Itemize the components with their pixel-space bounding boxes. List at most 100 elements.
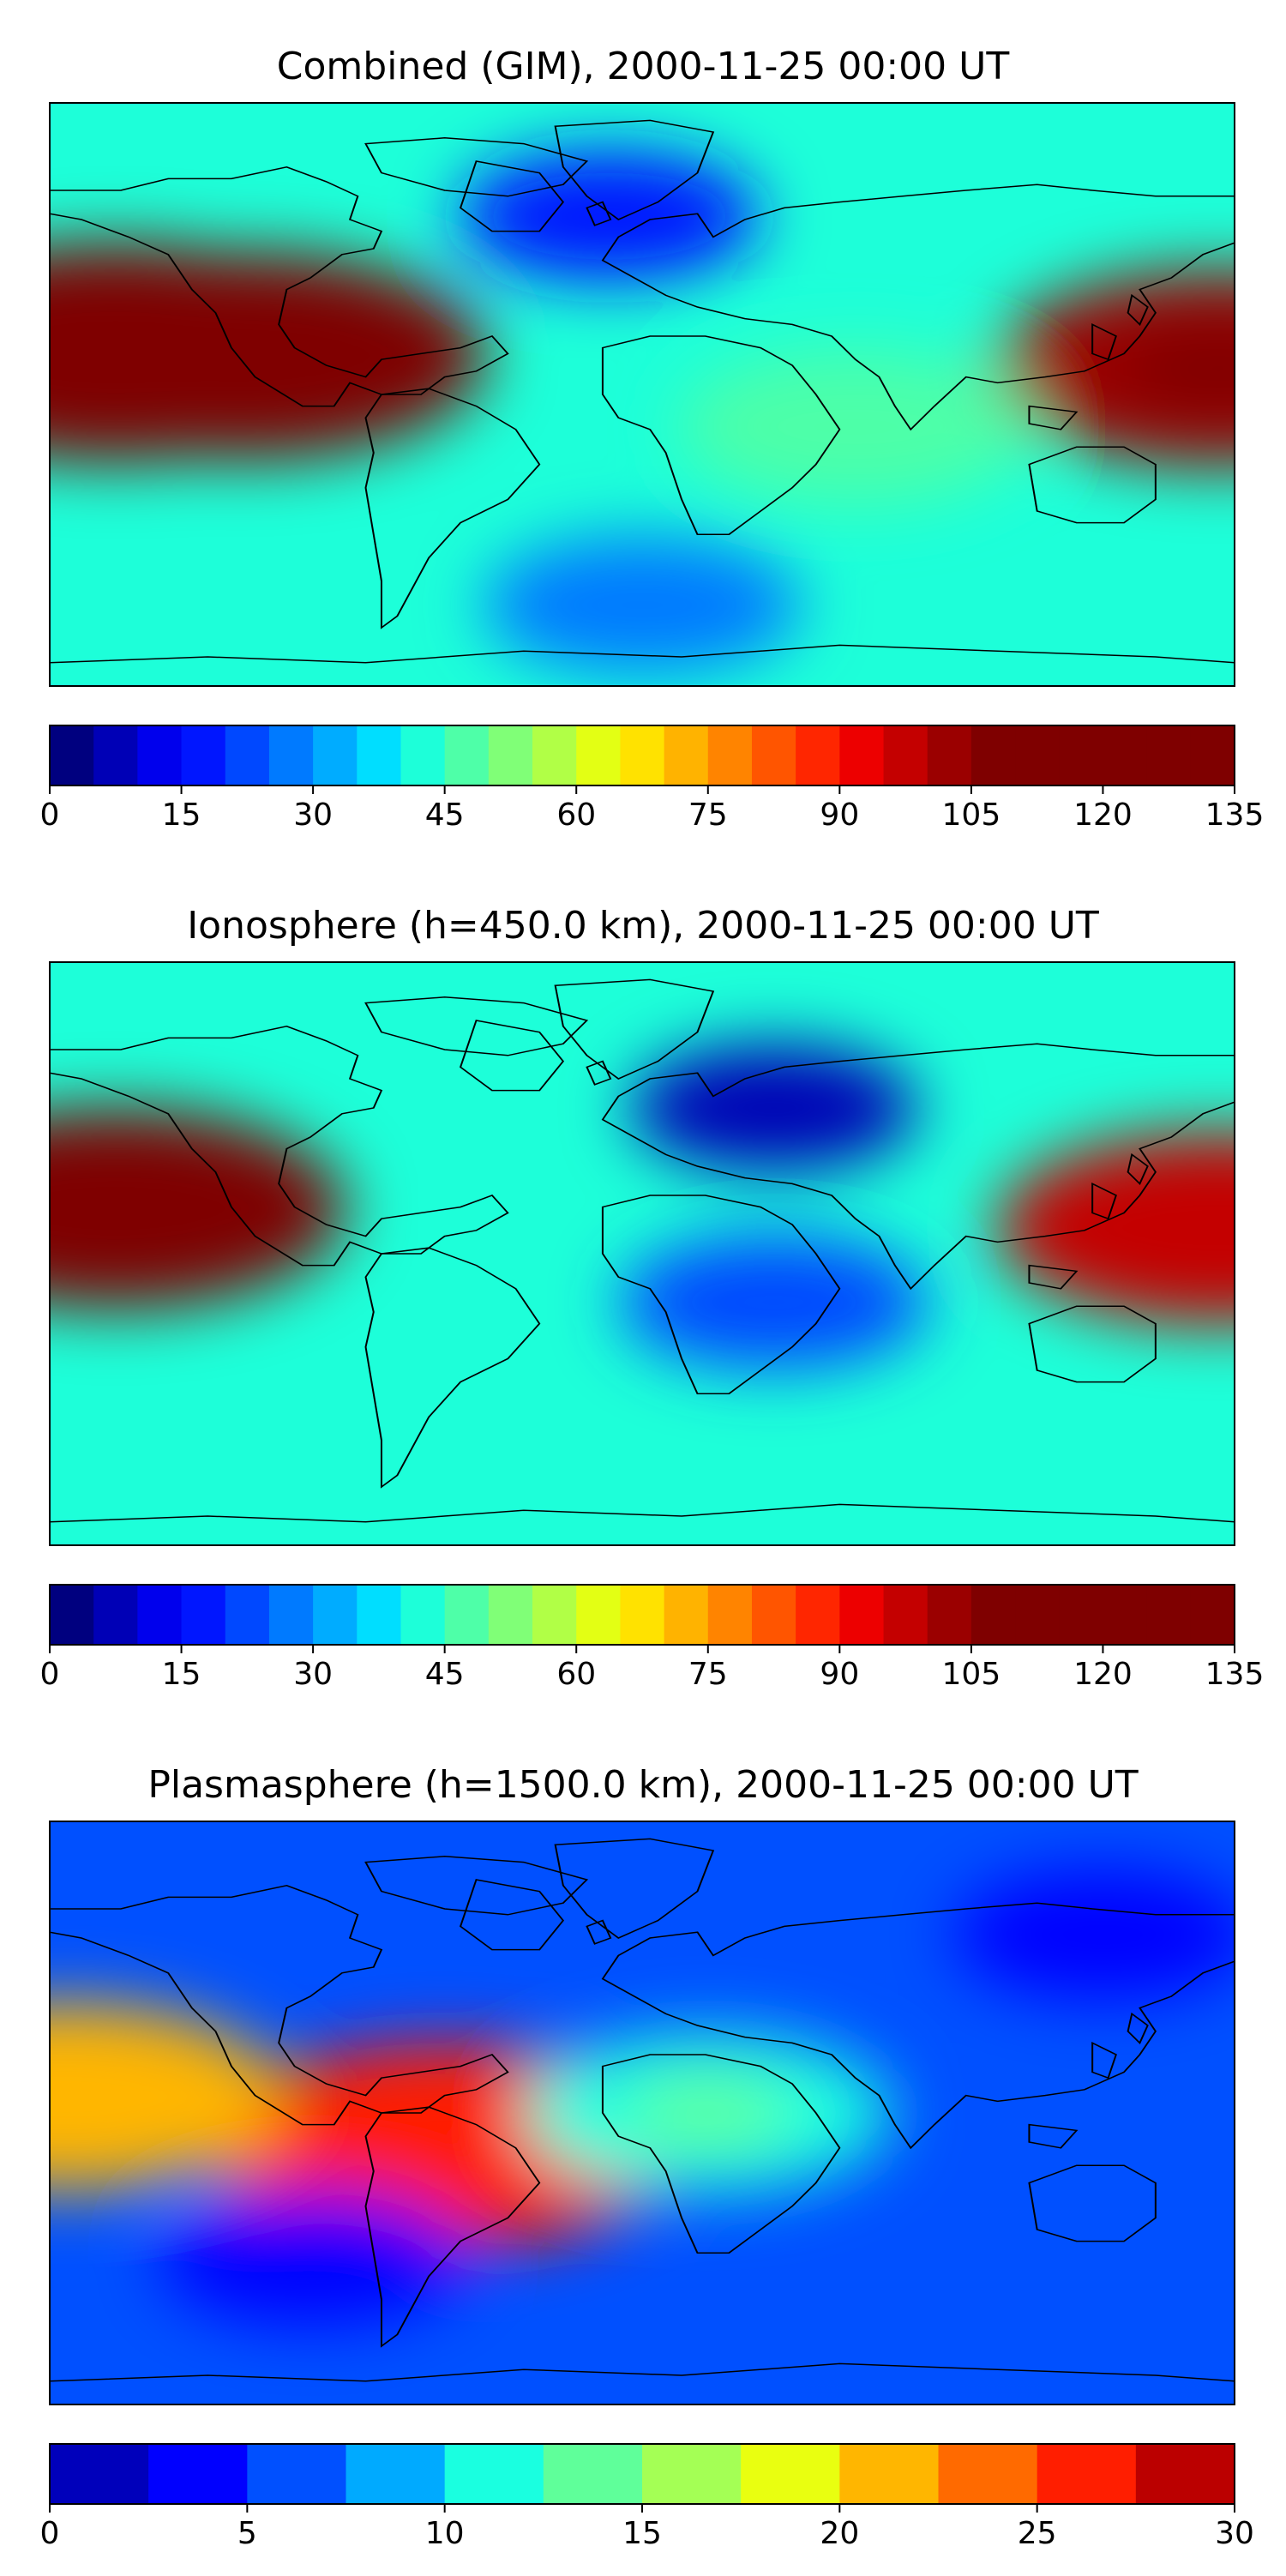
colorbar-tick-label: 135: [1205, 1657, 1265, 1692]
colorbar-segment: [1059, 725, 1104, 785]
colorbar-segment: [1146, 725, 1192, 785]
value-core-4: [776, 392, 936, 462]
colorbar-segment: [642, 2444, 742, 2504]
colorbar-segment: [225, 725, 270, 785]
value-core-2: [1118, 1184, 1235, 1272]
colorbar-segment: [839, 2444, 940, 2504]
colorbar: 0 15 30 45 60 75 90 105 120 135: [40, 725, 1265, 833]
colorbar-segment: [741, 2444, 840, 2504]
colorbar-segment: [620, 725, 665, 785]
colorbar-segment: [93, 725, 138, 785]
colorbar-tick-label: 30: [293, 1657, 333, 1692]
chart-title: Plasmasphere (h=1500.0 km), 2000-11-25 0…: [147, 1763, 1138, 1807]
colorbar-tick-label: 0: [40, 1657, 60, 1692]
chart-title: Ionosphere (h=450.0 km), 2000-11-25 00:0…: [187, 904, 1099, 948]
colorbar-segment: [883, 1585, 928, 1645]
colorbar-segment: [839, 1585, 885, 1645]
value-core-3: [708, 1079, 839, 1137]
colorbar-segment: [1015, 725, 1060, 785]
value-core-4: [704, 1272, 844, 1333]
colorbar-tick-label: 15: [162, 1657, 201, 1692]
colorbar-segment: [444, 2444, 544, 2504]
colorbar-tick-label: 75: [688, 797, 728, 833]
colorbar: 0 5 10 15 20 25 30: [40, 2443, 1254, 2551]
colorbar-segment: [971, 725, 1016, 785]
colorbar-tick-label: 60: [556, 797, 596, 833]
colorbar-segment: [751, 1585, 796, 1645]
colorbar-segment: [488, 1585, 533, 1645]
value-core-2: [139, 309, 355, 403]
colorbar-segment: [796, 725, 840, 785]
value-core-1: [50, 1163, 219, 1254]
colorbar-segment: [883, 725, 928, 785]
map-frame: [49, 1821, 1235, 2405]
colorbar-segment: [707, 1585, 753, 1645]
colorbar-tick-label: 5: [237, 2516, 257, 2551]
colorbar-segment: [971, 1585, 1016, 1645]
colorbar-tick-label: 120: [1073, 797, 1133, 833]
map-frame: [49, 102, 1235, 687]
colorbar-segment: [181, 725, 226, 785]
colorbar-tick-label: 0: [40, 797, 60, 833]
colorbar-segment: [1037, 2444, 1137, 2504]
colorbar-segment: [1190, 1585, 1235, 1645]
value-core-6: [570, 574, 714, 637]
colorbar-tick-label: 10: [425, 2516, 465, 2551]
colorbar-segment: [707, 725, 753, 785]
chart-panel-1: Combined (GIM), 2000-11-25 00:00 UT 0 15 30…: [40, 45, 1265, 833]
value-blob-2: [996, 1131, 1235, 1324]
colorbar-segment: [938, 2444, 1038, 2504]
colorbar-tick-label: 75: [688, 1657, 728, 1692]
colorbar-segment: [927, 725, 972, 785]
colorbar-tick-label: 120: [1073, 1657, 1133, 1692]
chart-panel-2: Ionosphere (h=450.0 km), 2000-11-25 00:0…: [40, 904, 1265, 1692]
chart-title: Combined (GIM), 2000-11-25 00:00 UT: [277, 45, 1010, 88]
colorbar-segment: [1190, 725, 1235, 785]
colorbar-segment: [400, 1585, 446, 1645]
colorbar-tick-label: 30: [1215, 2516, 1254, 2551]
colorbar-segment: [50, 2444, 149, 2504]
colorbar-segment: [50, 725, 94, 785]
colorbar-segment: [1103, 1585, 1148, 1645]
colorbar-segment: [400, 725, 446, 785]
colorbar-segment: [532, 725, 577, 785]
value-blob-3: [992, 270, 1235, 467]
value-core-1: [338, 2098, 552, 2192]
colorbar-segment: [664, 1585, 709, 1645]
colorbar-frame: [49, 1584, 1235, 1646]
value-core-4: [1036, 1905, 1170, 1965]
colorbar-tick-label: 45: [425, 1657, 465, 1692]
colorbar-segment: [1015, 1585, 1060, 1645]
colorbar-segment: [532, 1585, 577, 1645]
colorbar-tick-label: 105: [942, 1657, 1001, 1692]
colorbar-segment: [357, 1585, 402, 1645]
value-blobs: [50, 1044, 1235, 1370]
colorbar-segment: [576, 725, 622, 785]
colorbar-tick-label: 20: [820, 2516, 859, 2551]
colorbar-tick-label: 90: [820, 797, 859, 833]
colorbar-tick-label: 105: [942, 797, 1001, 833]
colorbar-segment: [268, 1585, 314, 1645]
colorbar: 0 15 30 45 60 75 90 105 120 135: [40, 1584, 1265, 1692]
colorbar-segment: [137, 1585, 183, 1645]
value-core-3: [624, 2076, 791, 2150]
value-blobs: [50, 150, 1235, 675]
value-blobs: [50, 1869, 1235, 2326]
colorbar-tick-label: 0: [40, 2516, 60, 2551]
colorbar-tick-label: 90: [820, 1657, 859, 1692]
colorbar-segment: [357, 725, 402, 785]
colorbar-segment: [181, 1585, 226, 1645]
colorbar-segment: [927, 1585, 972, 1645]
map-field: [50, 1821, 1235, 2404]
colorbar-segment: [664, 725, 709, 785]
colorbar-segment: [620, 1585, 665, 1645]
colorbar-segment: [148, 2444, 248, 2504]
colorbar-tick-label: 135: [1205, 797, 1265, 833]
colorbar-segment: [488, 725, 533, 785]
colorbar-segment: [796, 1585, 840, 1645]
colorbar-tick-label: 60: [556, 1657, 596, 1692]
colorbar-segment: [839, 725, 885, 785]
colorbar-segment: [247, 2444, 347, 2504]
value-blob-2: [50, 2002, 284, 2192]
